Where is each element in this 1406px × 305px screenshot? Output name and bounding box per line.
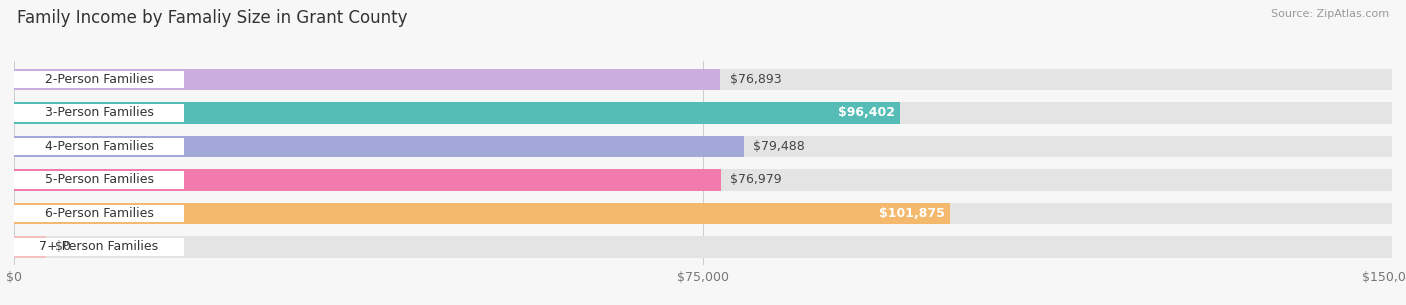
Bar [14,236,46,258]
Text: 4-Person Families: 4-Person Families [45,140,153,153]
Text: 3-Person Families: 3-Person Families [45,106,153,120]
Bar [14,135,744,157]
Bar [14,171,184,188]
Bar [14,169,1392,191]
Bar [14,205,184,222]
Text: $79,488: $79,488 [754,140,806,153]
Bar [14,135,1392,157]
Bar [14,102,1392,124]
Bar [14,203,950,224]
Text: Family Income by Famaliy Size in Grant County: Family Income by Famaliy Size in Grant C… [17,9,408,27]
Bar [14,102,900,124]
Text: 5-Person Families: 5-Person Families [45,174,153,186]
Bar [14,236,1392,258]
Bar [14,138,184,155]
Bar [14,238,184,256]
Text: $76,979: $76,979 [730,174,782,186]
Text: 6-Person Families: 6-Person Families [45,207,153,220]
Text: $0: $0 [55,240,72,253]
Text: $96,402: $96,402 [838,106,896,120]
Bar [14,104,184,122]
Text: 2-Person Families: 2-Person Families [45,73,153,86]
Bar [14,69,720,90]
Text: 7+ Person Families: 7+ Person Families [39,240,159,253]
Text: $101,875: $101,875 [879,207,945,220]
Text: Source: ZipAtlas.com: Source: ZipAtlas.com [1271,9,1389,19]
Text: $76,893: $76,893 [730,73,782,86]
Bar [14,169,721,191]
Bar [14,203,1392,224]
Bar [14,71,184,88]
Bar [14,69,1392,90]
